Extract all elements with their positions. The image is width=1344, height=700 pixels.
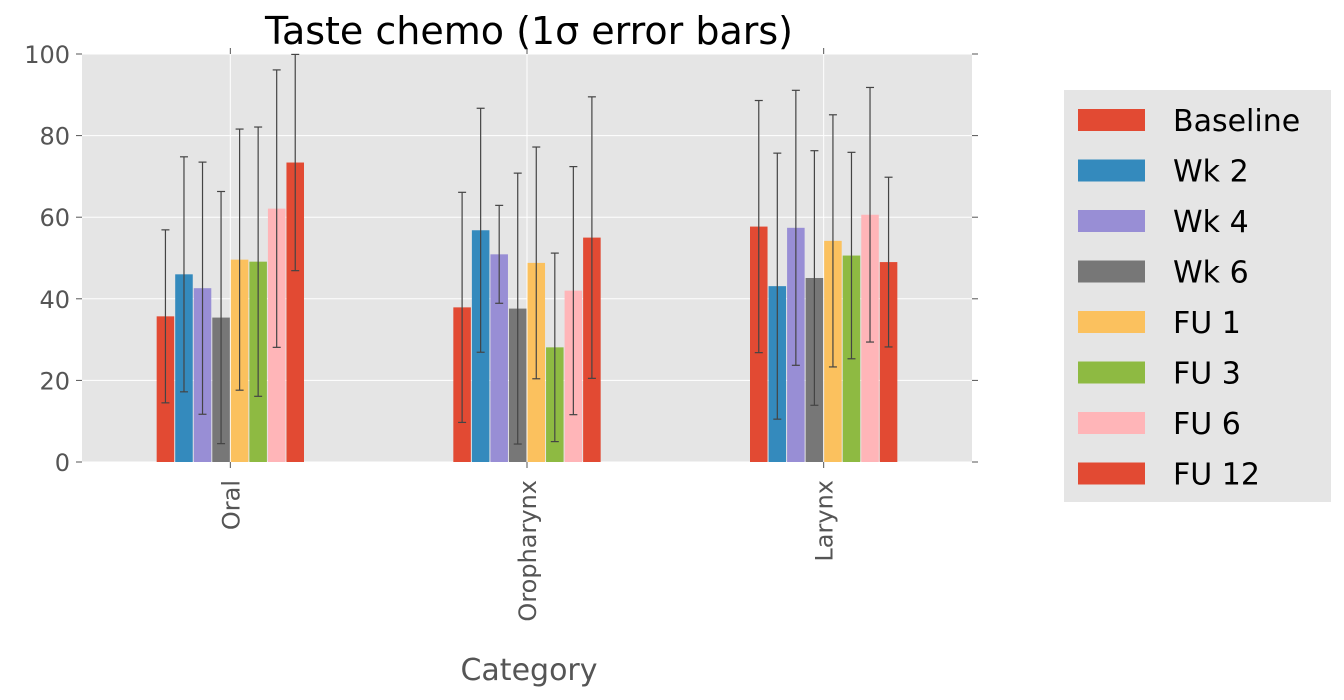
error-bars xyxy=(161,53,893,445)
legend-swatch xyxy=(1078,361,1145,384)
chart-title: Taste chemo (1σ error bars) xyxy=(264,9,793,53)
legend-swatch xyxy=(1078,210,1145,232)
y-tick-label: 80 xyxy=(39,123,70,151)
y-ticks: 0 20 40 60 80 100 xyxy=(24,41,978,477)
x-ticks: Oral Oropharynx Larynx xyxy=(217,48,839,622)
bar xyxy=(490,254,508,462)
y-tick-label: 100 xyxy=(24,41,70,69)
bar xyxy=(879,262,898,462)
y-tick-label: 40 xyxy=(39,286,70,314)
legend-swatch xyxy=(1078,260,1145,283)
legend-swatch xyxy=(1078,109,1145,131)
legend-swatch xyxy=(1078,412,1145,434)
legend-swatch xyxy=(1078,462,1145,485)
legend-entry: Wk 2 xyxy=(1173,155,1249,190)
y-tick-label: 60 xyxy=(39,204,70,232)
legend-entry: Wk 6 xyxy=(1173,256,1249,291)
legend: Baseline Wk 2 Wk 4 Wk 6 FU 1 FU 3 FU 6 FU 12 xyxy=(1064,90,1331,502)
y-tick-label: 20 xyxy=(39,367,70,395)
x-axis-label: Category xyxy=(460,653,597,688)
legend-swatch xyxy=(1078,311,1145,333)
x-tick-label: Oral xyxy=(217,480,245,530)
y-tick-label: 0 xyxy=(55,449,70,477)
legend-entry: FU 12 xyxy=(1173,458,1260,493)
legend-entry: FU 3 xyxy=(1173,357,1241,392)
x-tick-label: Larynx xyxy=(811,480,839,562)
legend-entry: FU 6 xyxy=(1173,407,1241,442)
bar xyxy=(286,162,304,462)
legend-swatch xyxy=(1078,159,1145,182)
x-tick-label: Oropharynx xyxy=(514,480,542,622)
legend-entry: Baseline xyxy=(1173,104,1300,139)
legend-entry: Wk 4 xyxy=(1173,205,1249,240)
legend-entry: FU 1 xyxy=(1173,306,1241,341)
